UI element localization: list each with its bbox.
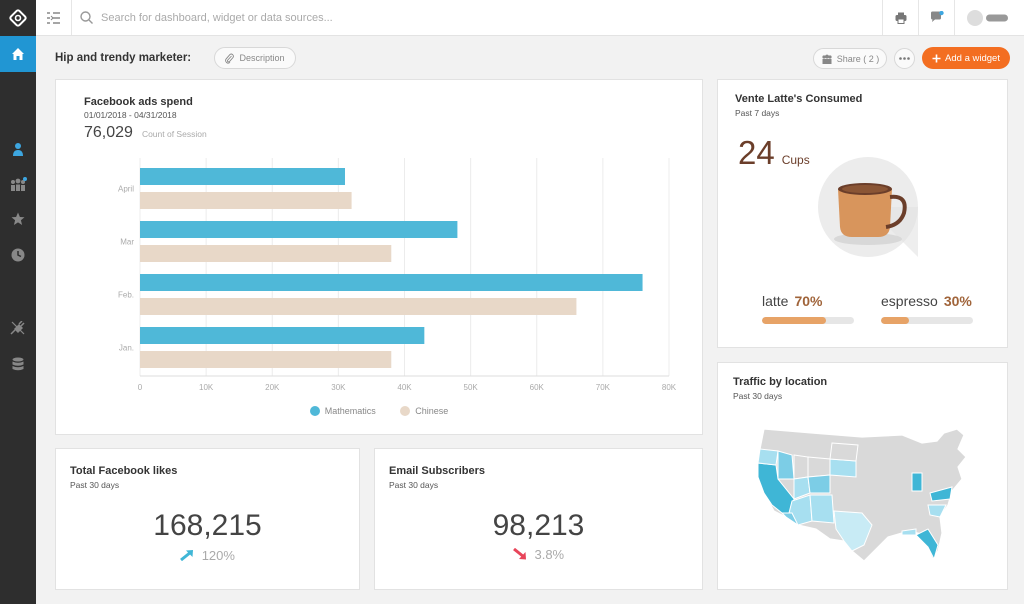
description-button[interactable]: Description (214, 47, 296, 69)
latte-card: Vente Latte's Consumed Past 7 days 24 Cu… (717, 79, 1008, 348)
page-title: Hip and trendy marketer: (55, 52, 192, 64)
session-count-label: Count of Session (141, 129, 207, 139)
espresso-stat: espresso 30% (881, 293, 972, 309)
search-placeholder: Search for dashboard, widget or data sou… (101, 11, 333, 24)
legend-swatch (400, 406, 411, 416)
logo-icon[interactable] (0, 0, 36, 36)
x-tick-label: 30K (331, 383, 346, 392)
top-bar: Search for dashboard, widget or data sou… (36, 0, 1024, 36)
user-icon[interactable] (0, 137, 36, 161)
card-subtitle: Past 30 days (389, 480, 439, 490)
bar-mathematics (140, 221, 458, 238)
arrow-down-icon (512, 547, 526, 560)
add-widget-label: Add a widget (945, 52, 1000, 64)
bar-mathematics (140, 168, 345, 185)
team-share-icon (822, 54, 832, 64)
cup-unit: Cups (781, 153, 810, 167)
session-count: 76,029 (84, 124, 133, 141)
facebook-likes-card: Total Facebook likes Past 30 days 168,21… (55, 448, 360, 590)
progress-fill (762, 317, 827, 324)
latte-label: latte (762, 293, 789, 309)
share-label: Share ( 2 ) (836, 53, 880, 64)
subscribers-change: 3.8% (534, 547, 565, 562)
paperclip-icon (225, 53, 235, 64)
card-subtitle: Past 30 days (733, 391, 783, 401)
usa-map[interactable] (752, 421, 992, 571)
plus-icon (932, 54, 941, 62)
subscribers-trend: 3.8% (375, 547, 702, 562)
bar-chinese (140, 298, 577, 315)
legend-label: Chinese (415, 406, 449, 416)
chart-legend: Mathematics Chinese (56, 403, 702, 421)
y-tick-label: Jan. (119, 344, 134, 353)
x-tick-label: 80K (662, 383, 677, 392)
bar-chinese (140, 192, 352, 209)
y-tick-label: Mar (120, 238, 134, 247)
bar-chinese (140, 351, 392, 368)
coffee-cup-icon (818, 157, 918, 257)
x-tick-label: 70K (596, 383, 611, 392)
add-widget-button[interactable]: Add a widget (922, 47, 1010, 69)
arrow-up-icon (180, 550, 194, 562)
clock-icon[interactable] (0, 243, 36, 267)
card-title: Traffic by location (733, 376, 828, 388)
traffic-card: Traffic by location Past 30 days (717, 362, 1008, 590)
x-tick-label: 40K (397, 383, 412, 392)
progress-fill (881, 317, 909, 324)
email-subscribers-card: Email Subscribers Past 30 days 98,213 3.… (374, 448, 703, 590)
chat-icon[interactable] (918, 0, 954, 35)
facebook-ads-card: Facebook ads spend 01/01/2018 - 04/31/20… (55, 79, 703, 435)
sidebar (0, 0, 36, 604)
legend-label: Mathematics (324, 406, 376, 416)
more-options-button[interactable] (894, 48, 915, 69)
card-title: Facebook ads spend (84, 96, 193, 108)
database-icon[interactable] (0, 352, 36, 376)
share-button[interactable]: Share ( 2 ) (813, 48, 887, 69)
bar-mathematics (140, 327, 425, 344)
likes-trend: 120% (56, 548, 359, 563)
y-tick-label: Feb. (118, 291, 134, 300)
x-tick-label: 10K (199, 383, 214, 392)
description-label: Description (239, 53, 285, 63)
espresso-progress-bar (881, 317, 973, 324)
date-range: 01/01/2018 - 04/31/2018 (84, 110, 177, 120)
plugin-icon[interactable] (0, 316, 36, 340)
cup-count: 24 (738, 134, 775, 171)
legend-swatch (309, 406, 320, 416)
card-subtitle: Past 30 days (70, 480, 120, 490)
legend-chinese[interactable]: Chinese (400, 406, 448, 416)
printer-icon[interactable] (882, 0, 918, 35)
likes-change: 120% (201, 548, 235, 563)
espresso-percent: 30% (943, 293, 972, 309)
bar-chinese (140, 245, 392, 262)
search-icon (80, 11, 93, 24)
collapse-icon[interactable] (36, 0, 72, 35)
bar-mathematics (140, 274, 643, 291)
y-tick-label: April (118, 185, 134, 194)
ellipsis-icon (899, 57, 910, 60)
x-tick-label: 50K (464, 383, 479, 392)
card-subtitle: Past 7 days (735, 108, 780, 118)
card-title: Email Subscribers (389, 465, 485, 477)
search-input[interactable]: Search for dashboard, widget or data sou… (80, 0, 680, 35)
latte-percent: 70% (794, 293, 823, 309)
x-tick-label: 0 (138, 383, 143, 392)
x-tick-label: 20K (265, 383, 280, 392)
card-title: Vente Latte's Consumed (735, 93, 863, 105)
legend-mathematics[interactable]: Mathematics (309, 406, 376, 416)
subscribers-value: 98,213 (492, 509, 585, 542)
home-icon[interactable] (0, 36, 36, 72)
team-icon[interactable] (0, 172, 36, 196)
x-tick-label: 60K (530, 383, 545, 392)
latte-stat: latte 70% (762, 293, 823, 309)
likes-value: 168,215 (153, 509, 262, 542)
avatar[interactable] (954, 0, 1024, 35)
card-title: Total Facebook likes (70, 465, 178, 477)
star-icon[interactable] (0, 207, 36, 231)
latte-progress-bar (762, 317, 854, 324)
facebook-ads-bar-chart: 0 10K 20K 30K 40K 50K 60K 70K 80K April Mar Feb. Jan… (118, 158, 677, 392)
espresso-label: espresso (881, 293, 938, 309)
